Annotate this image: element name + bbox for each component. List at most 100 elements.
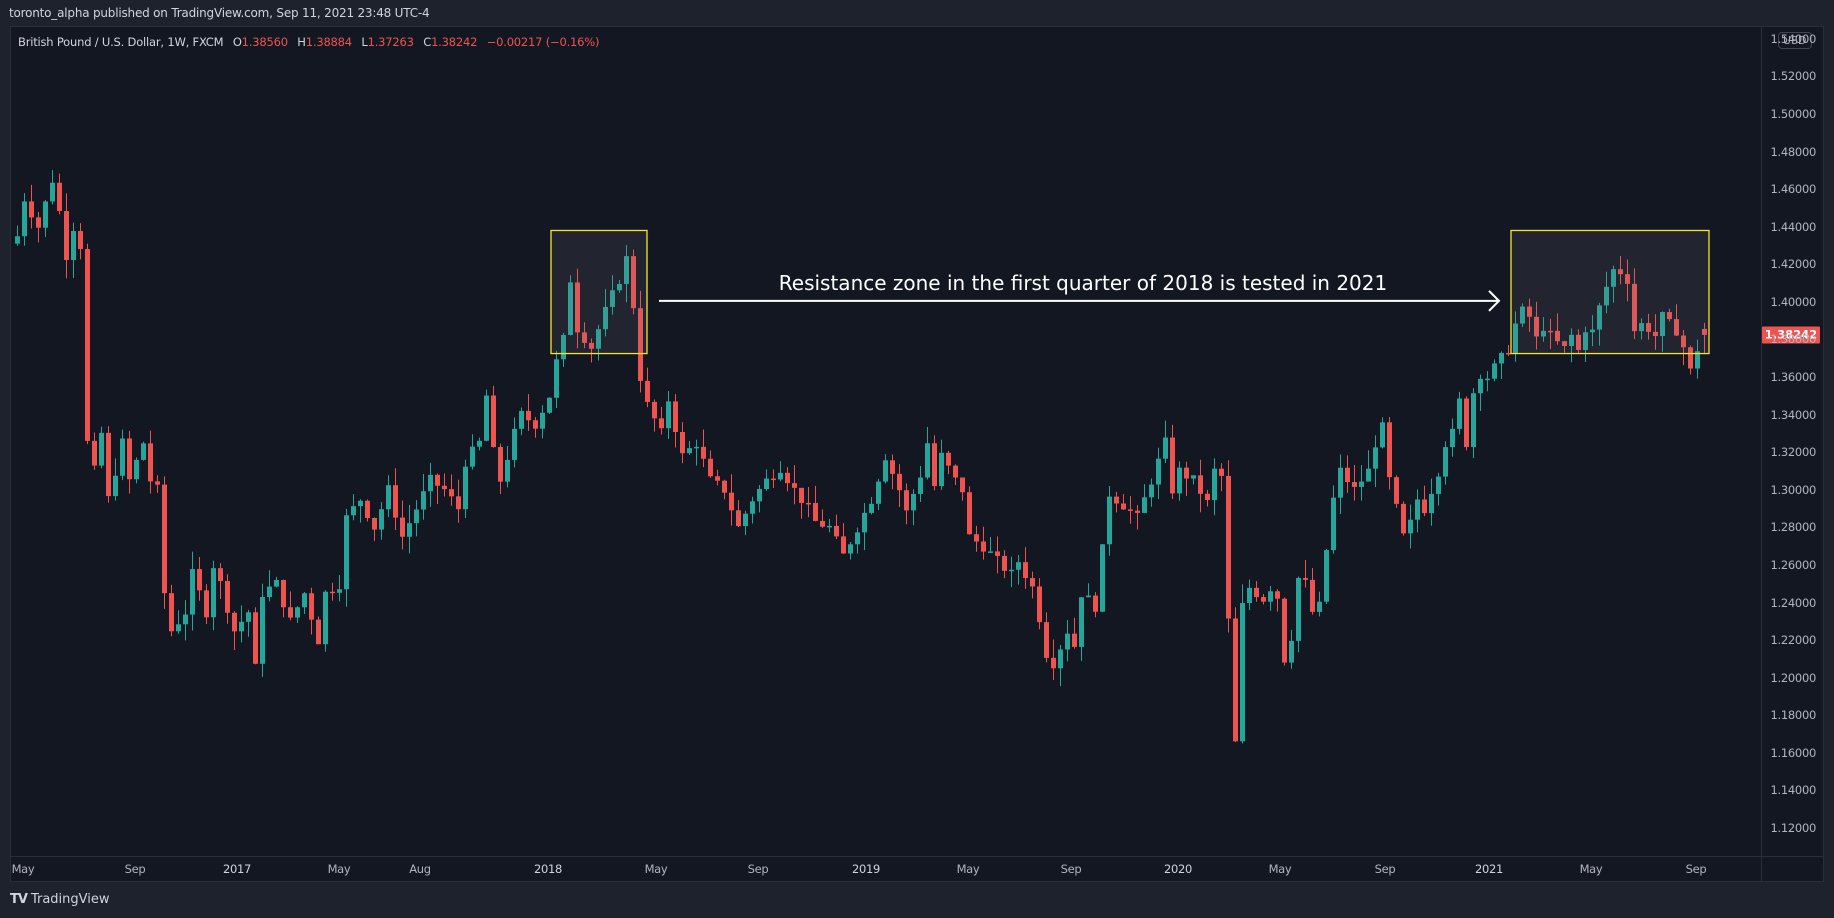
candle (1233, 607, 1238, 743)
candle (183, 600, 188, 641)
candle (1499, 351, 1504, 379)
tradingview-logo[interactable]: TV TradingView (10, 892, 109, 907)
candle (50, 170, 55, 205)
candle (1338, 454, 1343, 515)
arrow-icon[interactable] (659, 290, 1501, 312)
price-tick: 1.22000 (1770, 633, 1817, 648)
candle (1597, 302, 1602, 346)
time-tick: 2021 (1474, 862, 1504, 876)
candle (988, 537, 993, 554)
candle (288, 591, 293, 621)
time-tick: 2020 (1163, 862, 1193, 876)
candle (890, 454, 895, 490)
time-tick: Aug (409, 862, 431, 876)
candle (953, 464, 958, 485)
candle (1037, 578, 1042, 630)
candle (771, 469, 776, 489)
q1-2018-resistance-zone[interactable] (550, 229, 648, 355)
candle (491, 385, 496, 448)
price-tick: 1.14000 (1770, 783, 1817, 798)
candle (750, 496, 755, 524)
candle (1317, 591, 1322, 617)
time-tick: Sep (1060, 862, 1082, 876)
candle (624, 245, 629, 303)
candle (869, 497, 874, 515)
candle (92, 432, 97, 470)
candle (974, 525, 979, 552)
candle (932, 435, 937, 491)
candle (764, 469, 769, 491)
time-tick: Sep (1685, 862, 1707, 876)
candle (498, 443, 503, 494)
annotation-text[interactable]: Resistance zone in the first quarter of … (778, 270, 1388, 295)
2021-resistance-zone[interactable] (1510, 229, 1710, 355)
candle (596, 324, 601, 361)
candle (323, 590, 328, 652)
symbol-title[interactable]: British Pound / U.S. Dollar, 1W, FXCM (18, 35, 224, 49)
candle (1065, 620, 1070, 662)
time-axis[interactable]: May Sep 2017 May Aug 2018 May Sep 2019 May Sep 2020… (11, 856, 1761, 882)
time-tick: May (956, 862, 980, 876)
candle (1002, 550, 1007, 579)
candle (512, 417, 517, 468)
candle (1016, 554, 1021, 585)
candle (400, 500, 405, 550)
high-value: 1.38884 (305, 35, 352, 49)
price-tick: 1.38000 (1770, 332, 1817, 347)
candle (22, 193, 27, 246)
candle (1562, 340, 1567, 353)
candle (1247, 579, 1252, 611)
candle (547, 397, 552, 414)
candle (1576, 329, 1581, 353)
time-tick: Sep (747, 862, 769, 876)
price-tick: 1.34000 (1770, 407, 1817, 422)
candle (813, 485, 818, 522)
price-tick: 1.46000 (1770, 182, 1817, 197)
candle (645, 367, 650, 408)
time-tick: 2018 (533, 862, 563, 876)
open-label: O (232, 35, 242, 49)
candle (519, 407, 524, 436)
price-axis[interactable]: USD 1.38242 1.54000 1.52000 1.50000 1.48000… (1761, 27, 1824, 856)
candle (260, 583, 265, 677)
candle (1184, 461, 1189, 496)
candle (57, 173, 62, 215)
candle (267, 570, 272, 602)
candle (1107, 485, 1112, 556)
candle (477, 437, 482, 451)
candle (232, 611, 237, 650)
candle (162, 476, 167, 609)
candle (176, 610, 181, 634)
candle (1464, 396, 1469, 451)
candlestick-plot[interactable] (11, 27, 1761, 856)
candle (792, 465, 797, 505)
currency-badge[interactable]: USD (1778, 32, 1812, 49)
candle (274, 576, 279, 588)
candle (862, 502, 867, 551)
time-tick: 2017 (222, 862, 252, 876)
axis-corner (1761, 856, 1824, 882)
candle (694, 439, 699, 466)
candle (1324, 548, 1329, 605)
candle (939, 439, 944, 490)
candle (414, 500, 419, 537)
candle (1611, 265, 1616, 303)
candle (253, 607, 258, 665)
candle (78, 223, 83, 260)
candle (1114, 491, 1119, 513)
candle (1618, 255, 1623, 285)
candle (1401, 501, 1406, 536)
candle (687, 440, 692, 455)
plot-area[interactable]: British Pound / U.S. Dollar, 1W, FXCM O 1… (11, 27, 1761, 856)
candle (848, 542, 853, 560)
candle (1534, 301, 1539, 350)
candle (1135, 504, 1140, 530)
candle (1681, 330, 1686, 366)
candle (1254, 581, 1259, 602)
candle (841, 523, 846, 554)
price-tick: 1.26000 (1770, 557, 1817, 572)
candle (1093, 592, 1098, 618)
candle (120, 429, 125, 481)
price-tick: 1.42000 (1770, 257, 1817, 272)
chart-frame: British Pound / U.S. Dollar, 1W, FXCM O 1… (10, 26, 1824, 882)
